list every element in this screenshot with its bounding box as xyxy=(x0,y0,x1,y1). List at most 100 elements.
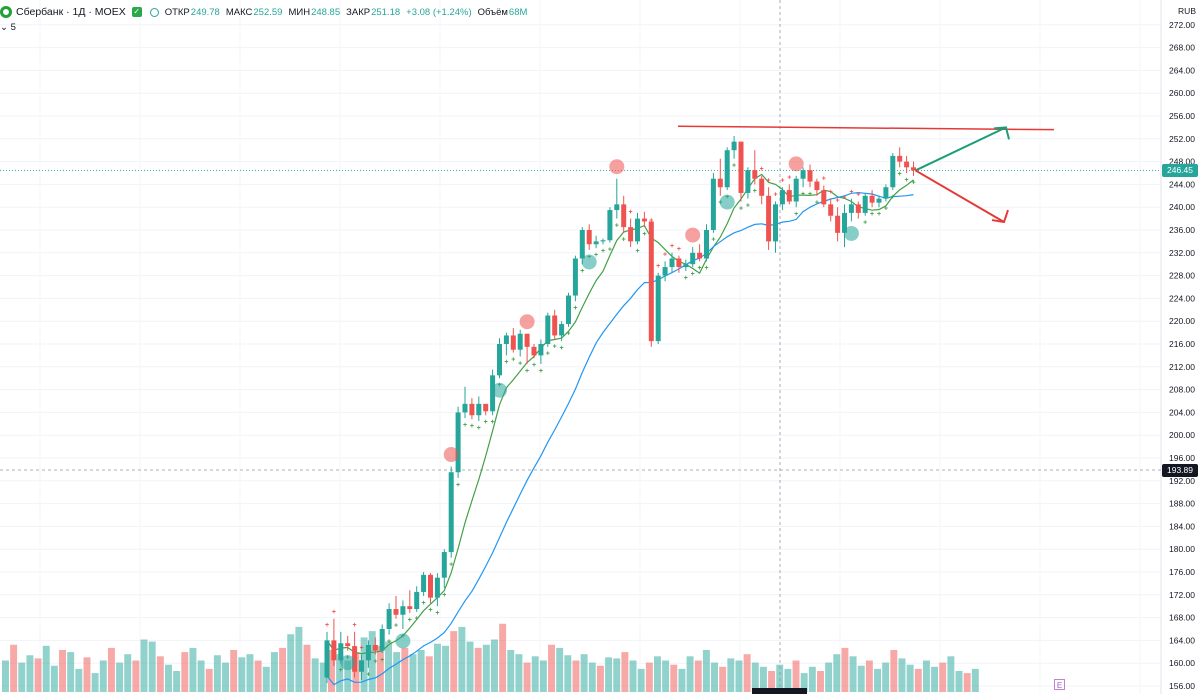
candle-body xyxy=(559,324,565,336)
buy-signal-marker xyxy=(395,633,411,649)
sar-dot: + xyxy=(822,176,826,183)
candle xyxy=(434,573,440,607)
close-label: ЗАКР xyxy=(346,6,371,18)
candle xyxy=(738,141,744,202)
sar-dot: + xyxy=(442,592,446,599)
volume-bar xyxy=(458,626,466,692)
candle xyxy=(759,175,765,205)
sar-dot: + xyxy=(884,205,888,212)
candle-body xyxy=(524,333,530,347)
volume-bar xyxy=(531,656,539,692)
candle-body xyxy=(683,264,689,268)
sar-dot: + xyxy=(663,252,667,259)
sberbank-logo-icon xyxy=(0,6,12,18)
candle-body xyxy=(697,252,703,259)
volume-bar xyxy=(792,660,800,692)
volume-bar xyxy=(75,668,83,692)
volume-bar xyxy=(376,645,384,692)
symbol-title[interactable]: Сбербанк · 1Д · MOEX xyxy=(16,6,126,18)
candle xyxy=(414,586,420,612)
candle xyxy=(869,190,875,208)
candle-body xyxy=(662,267,668,276)
candle xyxy=(441,549,447,588)
currency-label[interactable]: RUB xyxy=(1178,6,1196,16)
sar-dot: + xyxy=(366,672,370,679)
sar-dot: + xyxy=(380,657,384,664)
volume-bar xyxy=(759,666,767,692)
sar-dot: + xyxy=(698,265,702,272)
candle-body xyxy=(441,552,447,578)
candle xyxy=(455,406,461,478)
volume-bar xyxy=(360,637,368,692)
candle xyxy=(676,255,682,273)
volume-bar xyxy=(319,662,327,692)
sar-dot: + xyxy=(760,166,764,173)
volume-bar xyxy=(425,656,433,692)
candle xyxy=(552,309,558,340)
candle-body xyxy=(579,230,585,259)
volume-bar xyxy=(727,658,735,692)
candle xyxy=(897,147,903,168)
sar-dot: + xyxy=(905,177,909,184)
candle-body xyxy=(800,170,806,179)
candle xyxy=(752,150,758,185)
candle-body xyxy=(448,472,454,553)
candle-body xyxy=(869,195,875,203)
candle-body xyxy=(738,141,744,193)
volume-bar xyxy=(393,652,401,692)
sar-dot: + xyxy=(608,246,612,253)
low-value: 248.85 xyxy=(311,6,341,18)
candle-body xyxy=(476,403,482,416)
volume-bar xyxy=(433,643,441,692)
candle xyxy=(904,155,910,173)
candle-body xyxy=(628,227,634,242)
close-value: 251.18 xyxy=(371,6,401,18)
volume-bar xyxy=(132,660,140,692)
candle xyxy=(890,153,896,191)
sar-dot: + xyxy=(532,362,536,369)
sar-dot: + xyxy=(739,205,743,212)
earnings-marker[interactable]: E xyxy=(1054,679,1065,690)
candle-body xyxy=(676,258,682,268)
candle-body xyxy=(648,221,654,342)
candle xyxy=(621,195,627,233)
candle xyxy=(586,224,592,250)
y-tick-label: 216.00 xyxy=(1169,339,1195,349)
y-tick-label: 156.00 xyxy=(1169,681,1195,691)
y-tick-label: 256.00 xyxy=(1169,111,1195,121)
candle xyxy=(379,624,385,653)
volume-bar xyxy=(499,623,507,692)
volume-bar xyxy=(874,668,881,692)
volume-bar xyxy=(507,650,515,692)
candle xyxy=(683,259,689,272)
sar-dot: + xyxy=(773,192,777,199)
indicator-count: 5 xyxy=(10,22,16,33)
sell-signal-marker xyxy=(788,156,804,172)
candle xyxy=(848,198,854,222)
candle-body xyxy=(338,643,344,661)
candle xyxy=(690,247,696,268)
candle-body xyxy=(600,240,606,242)
candle-body xyxy=(614,204,620,211)
sar-dot: + xyxy=(642,231,646,238)
volume-bar xyxy=(295,626,303,692)
volume-bar xyxy=(474,647,482,692)
candle-body xyxy=(635,218,640,242)
candle-body xyxy=(897,155,903,162)
candle-body xyxy=(483,403,489,412)
volume-bar xyxy=(645,662,653,692)
candle-body xyxy=(566,295,571,325)
volume-value: 68M xyxy=(508,6,528,18)
volume-bar xyxy=(140,639,148,692)
candle xyxy=(821,185,827,208)
y-tick-label: 220.00 xyxy=(1169,316,1195,326)
volume-bar xyxy=(34,658,42,692)
sar-dot: + xyxy=(408,617,412,624)
volume-bar xyxy=(922,660,930,692)
indicator-toggle[interactable]: ⌄ 5 xyxy=(0,22,16,33)
candle-body xyxy=(842,212,847,233)
volume-bar xyxy=(743,654,751,692)
volume-bar xyxy=(735,660,743,692)
candle xyxy=(807,164,813,188)
